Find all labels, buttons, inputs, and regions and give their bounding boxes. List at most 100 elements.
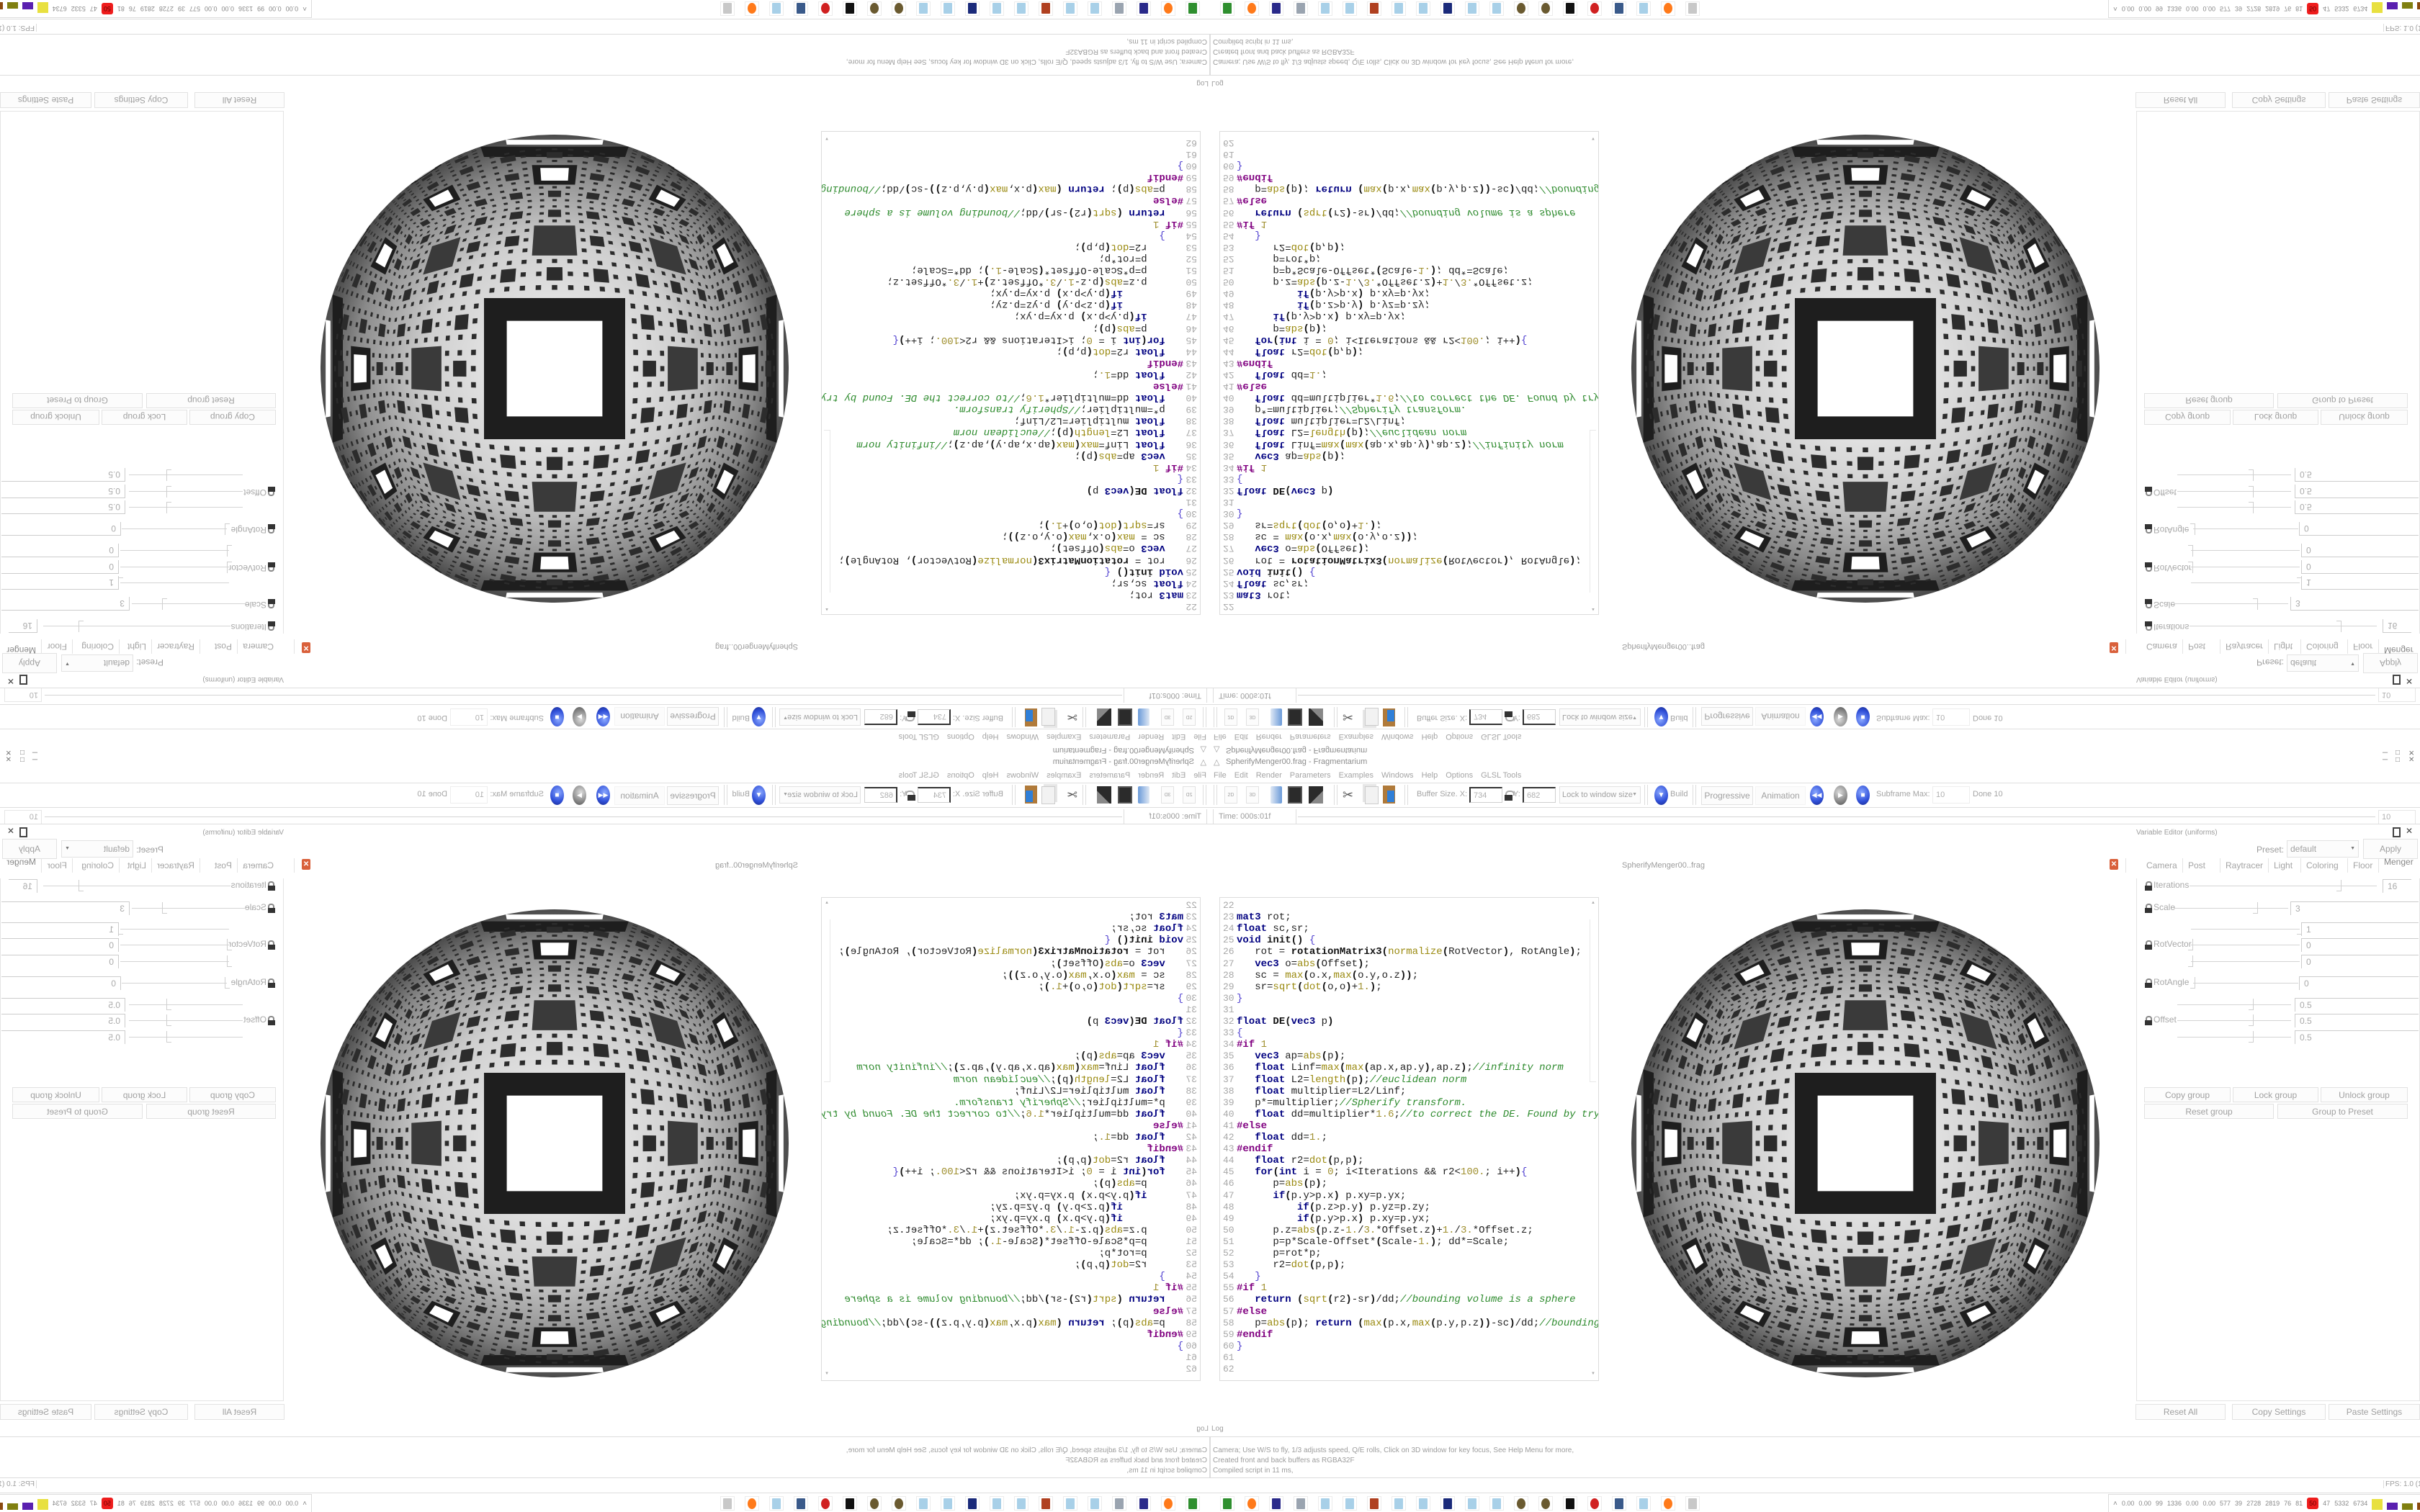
notepad-icon[interactable] — [769, 1, 784, 16]
play-icon[interactable]: ▶ — [1834, 707, 1847, 726]
menu-file[interactable]: File — [1214, 732, 1227, 741]
bronze-disc-icon[interactable] — [1514, 1, 1528, 16]
code-editor[interactable]: ▲ ▼ 22 23 mat3 rot; 24 float sc,sr; 25 void in… — [821, 897, 1201, 1381]
red-app-icon[interactable] — [1587, 1, 1602, 16]
menu-windows[interactable]: Windows — [1381, 732, 1414, 741]
vertical-scrollbar[interactable] — [824, 430, 830, 593]
tab-light[interactable]: Light — [127, 860, 146, 870]
monitor-icon[interactable] — [794, 1, 808, 16]
save-as-icon[interactable] — [1097, 708, 1111, 726]
open-file-icon[interactable] — [1138, 708, 1150, 726]
bug-icon[interactable] — [1367, 1, 1381, 16]
play-icon[interactable]: ▶ — [573, 707, 586, 726]
tab-light[interactable]: Light — [2274, 642, 2293, 652]
tab-raytracer[interactable]: Raytracer — [157, 860, 194, 870]
menu-help[interactable]: Help — [982, 771, 999, 780]
paste-icon[interactable] — [1025, 708, 1037, 726]
tab-coloring[interactable]: Coloring — [81, 860, 114, 870]
build-icon[interactable]: ▼ — [1654, 707, 1668, 726]
copy-icon[interactable] — [1365, 708, 1379, 726]
toolbar-grip[interactable] — [1644, 707, 1648, 727]
scroll-up-icon[interactable]: ▲ — [825, 607, 829, 611]
render-view-fractal[interactable] — [317, 906, 792, 1381]
subframe-max-spinner[interactable]: 10 — [450, 708, 488, 726]
save-icon[interactable] — [1288, 708, 1302, 726]
copy-settings-button[interactable]: Copy Settings — [2232, 92, 2326, 108]
play-icon[interactable]: ▶ — [573, 786, 586, 805]
toolbar-grip[interactable] — [1404, 707, 1408, 727]
minimize-button[interactable]: ─ — [32, 748, 37, 756]
2d-button[interactable]: 2D — [1183, 786, 1196, 804]
close-panel-icon[interactable]: ✕ — [7, 676, 14, 686]
menu-options[interactable]: Options — [1446, 732, 1473, 741]
apply-button[interactable]: Apply — [2, 839, 57, 859]
menu-examples[interactable]: Examples — [1339, 732, 1373, 741]
preset-dropdown[interactable]: default ▼ — [2287, 654, 2359, 672]
notepad-icon[interactable] — [1489, 1, 1504, 16]
float-panel-icon[interactable] — [2393, 675, 2401, 685]
notepad-icon[interactable] — [1088, 1, 1102, 16]
tab-coloring[interactable]: Coloring — [2306, 642, 2339, 652]
log-panel[interactable] — [1210, 34, 2420, 76]
fragmentarium-icon[interactable] — [720, 1, 735, 16]
save-as-icon[interactable] — [1309, 708, 1323, 726]
close-tab-icon[interactable]: ✕ — [2110, 642, 2118, 653]
tab-floor[interactable]: Floor — [48, 860, 67, 870]
tab-menger[interactable]: Menger — [6, 645, 36, 655]
tab-camera[interactable]: Camera — [243, 642, 274, 652]
paste-settings-button[interactable]: Paste Settings — [0, 92, 91, 108]
editor-tab[interactable]: SpherifyMenger00..frag — [715, 642, 798, 651]
animation-button[interactable]: Animation — [614, 786, 665, 805]
tab-light[interactable]: Light — [127, 642, 146, 652]
menu-render[interactable]: Render — [1256, 732, 1282, 741]
time-slider[interactable] — [45, 695, 1122, 696]
menu-examples[interactable]: Examples — [1047, 732, 1081, 741]
toolbar-grip[interactable] — [1203, 707, 1206, 727]
scroll-icon[interactable] — [1112, 1, 1126, 16]
build-icon[interactable]: ▼ — [752, 786, 766, 805]
red-app-icon[interactable] — [818, 1, 833, 16]
code-editor[interactable]: ▲ ▼ 22 23 mat3 rot; 24 float sc,sr; 25 void in… — [1219, 131, 1599, 615]
buffer-x-input[interactable]: 734 — [1469, 709, 1502, 725]
tab-menger[interactable]: Menger — [2384, 645, 2414, 655]
bronze-disc-icon[interactable] — [892, 1, 906, 16]
close-button[interactable]: ✕ — [6, 748, 12, 756]
firefox-icon[interactable] — [1245, 1, 1259, 16]
scroll-down-icon[interactable]: ▼ — [825, 1372, 829, 1376]
editor-tab[interactable]: SpherifyMenger00..frag — [1622, 642, 1705, 651]
buffer-x-input[interactable]: 734 — [918, 787, 951, 803]
notepad-icon[interactable] — [941, 1, 955, 16]
notepad-icon[interactable] — [1392, 1, 1406, 16]
notepad-icon[interactable] — [916, 1, 931, 16]
bronze-disc-icon[interactable] — [1538, 1, 1553, 16]
rewind-icon[interactable]: ◀◀ — [596, 707, 610, 726]
copy-settings-button[interactable]: Copy Settings — [94, 92, 188, 108]
apply-button[interactable]: Apply — [2363, 653, 2418, 673]
render-view-fractal[interactable] — [1628, 131, 2103, 606]
menu-windows[interactable]: Windows — [1006, 732, 1039, 741]
stop-icon[interactable]: ■ — [550, 707, 564, 726]
scroll-down-icon[interactable]: ▼ — [1591, 136, 1595, 140]
render-view-fractal[interactable] — [317, 131, 792, 606]
menu-render[interactable]: Render — [1138, 732, 1164, 741]
minimize-button[interactable]: ─ — [2383, 748, 2388, 756]
toolbar-grip[interactable] — [1203, 785, 1206, 805]
notepad-icon[interactable] — [1014, 1, 1028, 16]
apply-button[interactable]: Apply — [2, 653, 57, 673]
menu-windows[interactable]: Windows — [1006, 771, 1039, 780]
monitor-icon[interactable] — [1612, 1, 1626, 16]
menu-file[interactable]: File — [1193, 771, 1206, 780]
2d-button[interactable]: 2D — [1183, 708, 1196, 726]
maximize-button[interactable]: □ — [20, 748, 24, 756]
save-icon[interactable] — [1118, 708, 1132, 726]
tray-badge[interactable]: 50 — [102, 3, 113, 14]
tray-expand-icon[interactable]: ˄ — [302, 5, 307, 13]
menu-glsl-tools[interactable]: GLSL Tools — [1481, 732, 1521, 741]
tab-post[interactable]: Post — [2188, 642, 2205, 652]
scroll-up-icon[interactable]: ▲ — [825, 901, 829, 905]
bug-icon[interactable] — [1039, 1, 1053, 16]
buffer-y-input[interactable]: 682 — [1523, 709, 1556, 725]
menu-help[interactable]: Help — [982, 732, 999, 741]
jpeg-viewer-icon[interactable] — [965, 1, 980, 16]
time-slider[interactable] — [1298, 695, 2375, 696]
